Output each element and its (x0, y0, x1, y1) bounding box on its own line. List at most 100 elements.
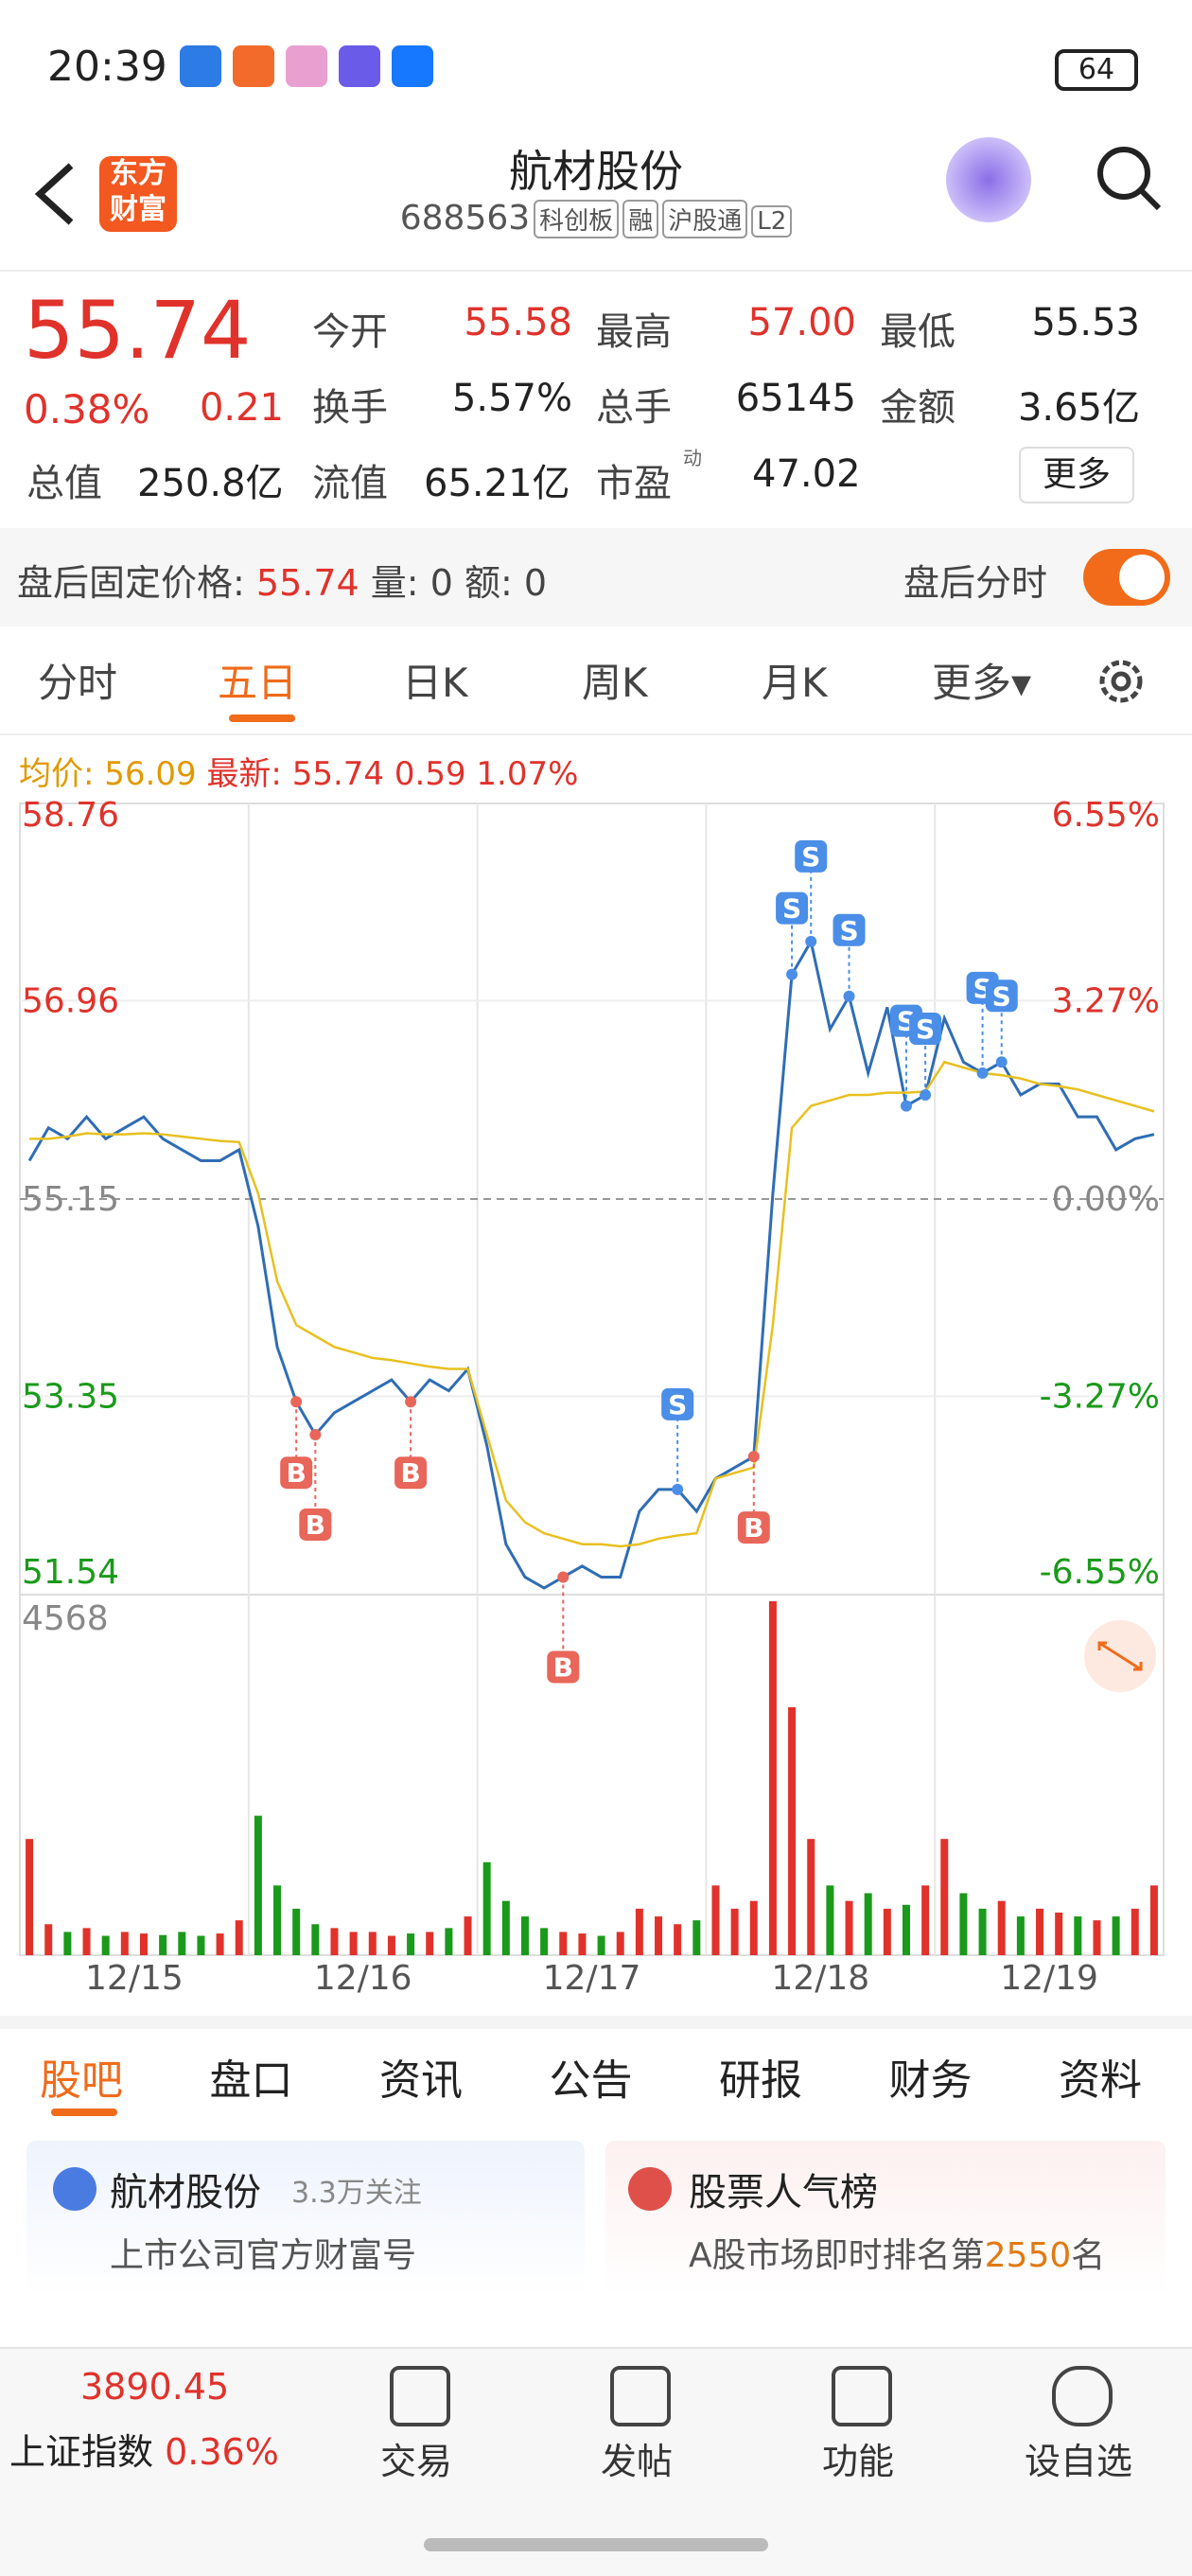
tab[interactable]: 资料 (1059, 2056, 1142, 2105)
tab[interactable]: 财务 (888, 2056, 973, 2105)
y-tick-label: 51.54 (22, 1553, 119, 1592)
volume-max-label: 4568 (22, 1599, 109, 1638)
marker-badge (547, 1650, 580, 1684)
volume-bar (959, 1893, 968, 1955)
card-title: 航材股份 (110, 2171, 261, 2214)
volume-bar (387, 1935, 395, 1955)
volume-bar (292, 1908, 301, 1955)
back-button[interactable] (28, 156, 85, 232)
x-tick-label: 12/15 (85, 1959, 184, 1998)
after-hours-bar (0, 528, 1192, 626)
nav-label[interactable]: 发帖 (600, 2441, 673, 2482)
marker-badge (661, 1387, 694, 1420)
series-line (27, 937, 1155, 1590)
card-sub: A股市场即时排名第2550名 (689, 2228, 1105, 2277)
y2-tick-label: 6.55% (1052, 796, 1160, 835)
value: 56.09 (104, 755, 197, 793)
volume-bar (788, 1707, 797, 1955)
tab[interactable]: 周K (582, 660, 648, 706)
marker-label: B (287, 1457, 307, 1489)
tab[interactable]: 股吧 (40, 2056, 123, 2105)
marker-badge (394, 1456, 428, 1490)
volume-bar (445, 1928, 453, 1955)
volume-bar (330, 1928, 339, 1955)
marker-label: S (839, 915, 858, 946)
nav-icon[interactable] (1052, 2366, 1113, 2426)
card[interactable]: 股票人气榜 A股市场即时排名第2550名 (605, 2141, 1166, 2296)
tab[interactable]: 月K (762, 660, 828, 706)
label: 最高 (596, 310, 672, 354)
settings-button[interactable] (1093, 653, 1149, 710)
marker-point (557, 1571, 570, 1583)
robot-avatar[interactable] (946, 137, 1031, 222)
label: 最低 (880, 310, 955, 354)
card-sub: 上市公司官方财富号 (110, 2236, 417, 2275)
marker-point (672, 1483, 684, 1495)
marker-badge (833, 913, 866, 946)
y-tick-label: 55.15 (22, 1180, 119, 1219)
marker-label: S (916, 1014, 935, 1045)
index-value: 3890.45 (80, 2366, 230, 2408)
tab[interactable]: 日K (402, 660, 468, 706)
y-tick-label: 53.35 (22, 1377, 119, 1416)
chart: 12/15 12/16 12/17 12/18 12/19 58.76 6.55% 56.96… (19, 796, 1165, 1998)
volume-bar (597, 1935, 605, 1955)
marker-label: B (553, 1651, 573, 1683)
volume-bar (1036, 1908, 1044, 1955)
volume-bar (235, 1920, 243, 1955)
nav-label[interactable]: 交易 (379, 2441, 452, 2482)
nav-label[interactable]: 功能 (821, 2441, 894, 2482)
volume-bar (139, 1933, 148, 1955)
y-tick-label: 56.96 (22, 981, 119, 1020)
label: 总值 (26, 462, 102, 505)
tab[interactable]: 盘口 (209, 2056, 293, 2105)
value: 55.74 (255, 562, 359, 604)
volume-bar (82, 1928, 91, 1955)
marker-badge (909, 1013, 942, 1045)
rank: 2550 (984, 2236, 1072, 2275)
volume-bar (921, 1885, 930, 1955)
volume-bar (349, 1932, 358, 1955)
stock-title: 航材股份 (509, 146, 683, 197)
volume-bar (482, 1861, 491, 1955)
expand-icon (1097, 1641, 1143, 1671)
volume-bar (540, 1928, 549, 1955)
nav-icon[interactable] (390, 2366, 450, 2426)
search-button[interactable] (1093, 142, 1164, 213)
value: 1.07% (476, 755, 579, 793)
time: 20:39 (47, 43, 167, 91)
label: 换手 (312, 386, 388, 430)
volume-bar (692, 1920, 701, 1955)
x-tick-label: 12/17 (543, 1959, 641, 1998)
marker-point (290, 1396, 303, 1408)
marker-label: S (992, 980, 1011, 1012)
label: 流值 (312, 462, 388, 505)
volume-bar (807, 1839, 815, 1955)
tab[interactable]: 分时 (38, 660, 118, 706)
volume-bar (635, 1908, 643, 1955)
marker-point (900, 1100, 912, 1112)
tab[interactable]: 五日 (218, 660, 298, 706)
nav-label[interactable]: 设自选 (1024, 2441, 1132, 2482)
card[interactable]: 航材股份 3.3万关注 上市公司官方财富号 (26, 2141, 585, 2296)
tab[interactable]: 资讯 (379, 2056, 463, 2105)
marker-badge (985, 979, 1018, 1013)
more-button[interactable]: 更多 (1019, 447, 1134, 503)
marker-badge (737, 1511, 770, 1544)
label: 盘后固定价格: (17, 562, 245, 604)
tag: L2 (751, 205, 793, 238)
tab[interactable]: 更多▾ (932, 660, 1032, 706)
nav-icon[interactable] (610, 2366, 671, 2426)
index-name: 上证指数 (9, 2431, 154, 2473)
marker-badge (795, 839, 828, 873)
status-icons (180, 45, 433, 91)
volume-bar (674, 1924, 682, 1955)
tab[interactable]: 公告 (549, 2056, 633, 2105)
volume-bar (407, 1933, 415, 1955)
volume-bar (1093, 1920, 1101, 1955)
nav-icon[interactable] (832, 2366, 892, 2426)
y-tick-label: 58.76 (22, 796, 119, 835)
toggle[interactable] (1083, 549, 1170, 606)
after-hours-info: 盘后固定价格: 55.74 量: 0 额: 0 (17, 554, 547, 606)
tab[interactable]: 研报 (719, 2056, 802, 2105)
